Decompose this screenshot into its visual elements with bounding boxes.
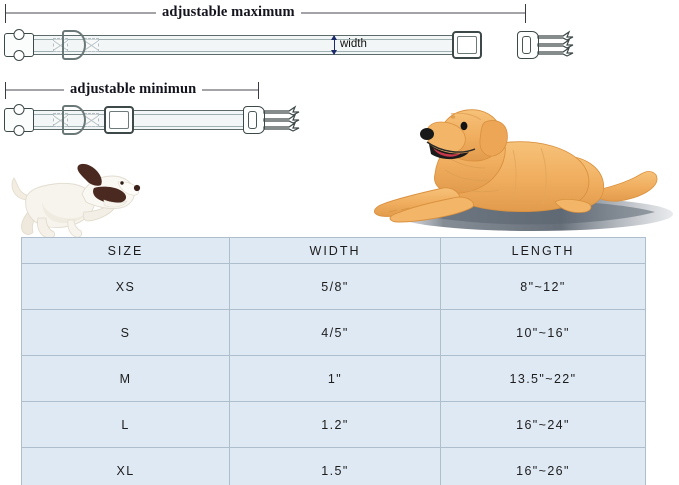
table-row: XS 5/8" 8"~12" — [21, 263, 646, 310]
d-ring-icon — [62, 30, 86, 60]
release-buckle-prongs-icon — [263, 104, 303, 136]
strap-inner-line-bottom — [30, 126, 245, 127]
cell-size: M — [21, 355, 230, 402]
table-row: S 4/5" 10"~16" — [21, 309, 646, 356]
strap-inner-line-top — [30, 114, 245, 115]
strap-inner-line-bottom — [30, 51, 458, 52]
dimension-tick-left — [5, 4, 6, 23]
cell-width: 1" — [229, 355, 441, 402]
cell-length: 16"~24" — [440, 401, 646, 448]
adjustable-maximum-dimension: adjustable maximum — [0, 2, 679, 24]
table-header-row: SIZE WIDTH LENGTH — [21, 237, 646, 264]
stitch-box-right-icon — [84, 113, 99, 127]
strap-inner-line-top — [30, 39, 458, 40]
width-arrow-head-top — [330, 35, 337, 40]
cell-size: XL — [21, 447, 230, 485]
collar-diagram-minimum — [0, 99, 340, 141]
cell-size: S — [21, 309, 230, 356]
cell-width: 1.2" — [229, 401, 441, 448]
cell-width: 4/5" — [229, 309, 441, 356]
adjustable-minimum-dimension: adjustable minimun — [0, 80, 679, 100]
d-ring-icon — [62, 105, 86, 135]
cell-width: 1.5" — [229, 447, 441, 485]
stitch-box-right-icon — [84, 38, 99, 52]
dimension-tick-right — [525, 4, 526, 23]
cell-length: 13.5"~22" — [440, 355, 646, 402]
width-dimension-marker: width — [330, 35, 394, 55]
column-header-width: WIDTH — [229, 237, 441, 264]
width-arrow-line — [334, 36, 335, 54]
cell-size: XS — [21, 263, 230, 310]
running-dog-illustration — [8, 158, 168, 240]
dimension-tick-right — [258, 82, 259, 99]
collar-end-piece-icon — [4, 33, 34, 57]
cell-length: 16"~26" — [440, 447, 646, 485]
width-arrow-head-bottom — [330, 50, 337, 55]
release-buckle-prongs-icon — [537, 29, 577, 61]
table-row: L 1.2" 16"~24" — [21, 401, 646, 448]
slider-buckle-icon — [452, 31, 482, 59]
dimension-tick-left — [5, 82, 6, 99]
collar-strap — [30, 35, 458, 55]
column-header-length: LENGTH — [440, 237, 646, 264]
lying-dog-illustration — [365, 98, 675, 243]
size-chart-table: SIZE WIDTH LENGTH XS 5/8" 8"~12" S 4/5" … — [21, 237, 646, 485]
cell-size: L — [21, 401, 230, 448]
release-buckle-body-icon — [517, 31, 539, 59]
table-row: XL 1.5" 16"~26" — [21, 447, 646, 485]
adjustable-maximum-label: adjustable maximum — [156, 4, 301, 22]
slider-buckle-icon — [104, 106, 134, 134]
cell-width: 5/8" — [229, 263, 441, 310]
release-buckle-body-icon — [243, 106, 265, 134]
cell-length: 8"~12" — [440, 263, 646, 310]
adjustable-minimum-label: adjustable minimun — [64, 81, 203, 99]
cell-length: 10"~16" — [440, 309, 646, 356]
collar-diagram-maximum: width — [0, 24, 600, 66]
column-header-size: SIZE — [21, 237, 230, 264]
collar-end-piece-icon — [4, 108, 34, 132]
table-row: M 1" 13.5"~22" — [21, 355, 646, 402]
width-label: width — [340, 38, 367, 50]
